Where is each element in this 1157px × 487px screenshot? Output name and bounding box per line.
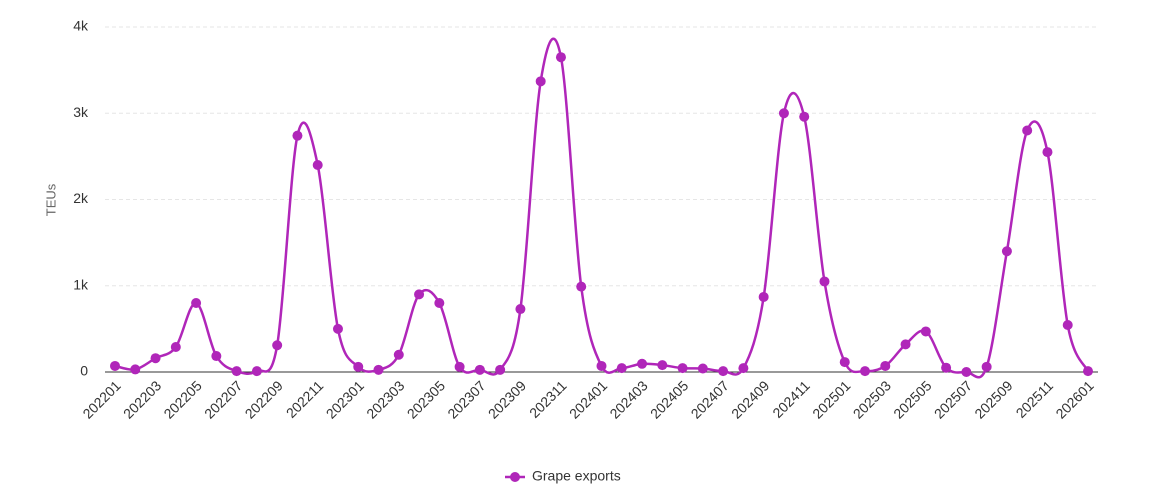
point: [576, 281, 587, 292]
point: [332, 323, 343, 334]
point: [231, 366, 242, 377]
point: [555, 52, 566, 63]
y-tick-label: 0: [80, 363, 88, 379]
point: [1062, 319, 1073, 330]
point: [211, 351, 222, 362]
point: [454, 361, 465, 372]
point: [535, 76, 546, 87]
point: [434, 298, 445, 308]
point: [758, 291, 769, 302]
point: [880, 360, 891, 371]
x-tick-label: 202301: [323, 377, 367, 421]
x-tick-label: 202511: [1013, 377, 1057, 421]
x-tick-label: 202411: [769, 377, 813, 421]
x-tick-label: 202407: [688, 377, 732, 421]
y-tick-label: 3k: [73, 104, 89, 120]
point: [596, 360, 607, 371]
x-tick-label: 202207: [201, 377, 245, 421]
x-tick-label: 202303: [363, 377, 407, 421]
point: [1022, 125, 1033, 136]
point: [110, 360, 120, 371]
x-tick-label: 202601: [1052, 377, 1096, 421]
x-tick-label: 202305: [404, 377, 448, 421]
point: [393, 349, 404, 360]
point: [718, 366, 729, 377]
point: [637, 358, 648, 369]
x-tick-label: 202401: [566, 377, 610, 421]
y-tick-label: 2k: [73, 190, 89, 206]
point: [697, 363, 708, 374]
x-tick-label: 202201: [79, 377, 123, 421]
point: [941, 362, 952, 373]
point: [657, 360, 668, 371]
point: [738, 363, 749, 374]
point: [292, 130, 303, 141]
point: [474, 364, 485, 375]
y-axis-title: TEUs: [43, 183, 58, 216]
x-tick-label: 202409: [728, 377, 772, 421]
point: [1001, 246, 1012, 257]
x-tick-label: 202509: [971, 377, 1015, 421]
x-tick-label: 202209: [242, 377, 286, 421]
x-tick-label: 202211: [283, 377, 327, 421]
point: [920, 326, 931, 337]
y-tick-label: 4k: [73, 18, 89, 34]
point: [839, 357, 850, 368]
point: [1083, 366, 1093, 377]
point: [819, 276, 830, 287]
point: [130, 364, 141, 375]
x-tick-label: 202307: [444, 377, 488, 421]
point: [616, 363, 627, 374]
point: [312, 160, 323, 170]
point: [495, 364, 506, 375]
x-tick-label: 202501: [809, 377, 853, 421]
point: [150, 353, 161, 364]
point: [353, 361, 364, 372]
point: [981, 361, 992, 372]
legend-marker: [510, 472, 520, 482]
point: [191, 298, 202, 308]
y-tick-label: 1k: [73, 276, 89, 292]
x-tick-label: 202309: [485, 377, 529, 421]
point: [677, 363, 688, 374]
point: [414, 289, 425, 300]
point: [251, 366, 262, 377]
line: [114, 37, 1090, 379]
x-tick-label: 202405: [647, 377, 691, 421]
point: [961, 367, 972, 377]
legend-label: Grape exports: [532, 468, 621, 484]
point: [900, 339, 911, 350]
point: [1042, 147, 1053, 158]
x-tick-label: 202505: [890, 377, 934, 421]
point: [799, 111, 810, 122]
x-tick-label: 202503: [850, 377, 894, 421]
x-tick-label: 202507: [931, 377, 975, 421]
point: [272, 340, 283, 351]
x-tick-label: 202403: [606, 377, 650, 421]
point: [778, 108, 789, 119]
point: [373, 364, 384, 375]
point: [515, 304, 526, 315]
x-tick-label: 202311: [526, 377, 570, 421]
point: [170, 341, 181, 352]
x-tick-label: 202203: [120, 377, 164, 421]
x-tick-label: 202205: [160, 377, 204, 421]
point: [860, 366, 871, 377]
